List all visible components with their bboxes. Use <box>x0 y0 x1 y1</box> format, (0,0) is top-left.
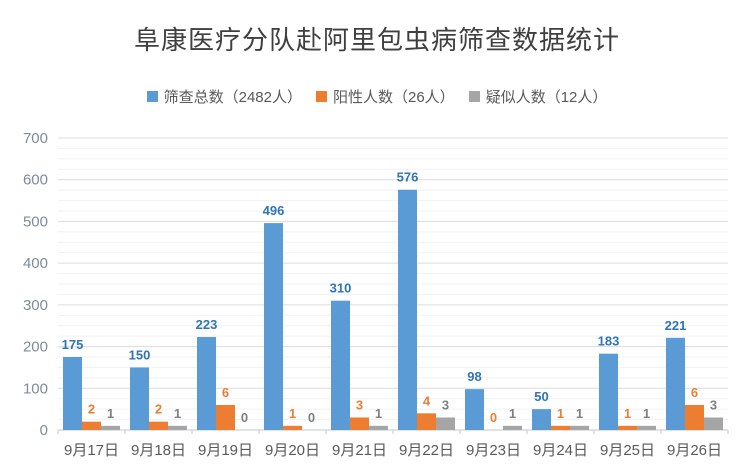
bar-value-label: 6 <box>691 385 698 400</box>
bar-value-label: 496 <box>263 203 285 218</box>
bar <box>130 367 149 430</box>
bar <box>618 425 637 430</box>
x-tick-label: 9月22日 <box>399 442 454 459</box>
legend-label: 疑似人数（12人） <box>485 89 608 106</box>
bar-value-label: 150 <box>129 347 151 362</box>
bar-value-label: 0 <box>241 410 248 425</box>
bar-value-label: 1 <box>174 406 181 421</box>
x-tick-label: 9月21日 <box>332 442 387 459</box>
bar-value-label: 98 <box>467 369 481 384</box>
bar-value-label: 3 <box>710 397 717 412</box>
y-tick-label: 400 <box>23 255 48 272</box>
bar <box>570 425 589 430</box>
bar <box>551 425 570 430</box>
bar-value-label: 4 <box>423 393 431 408</box>
y-tick-label: 700 <box>23 130 48 147</box>
x-tick-label: 9月24日 <box>533 442 588 459</box>
bar <box>436 417 455 430</box>
bar <box>369 425 388 430</box>
bar-value-label: 1 <box>643 406 650 421</box>
legend: 筛查总数（2482人） 阳性人数（26人） 疑似人数（12人） <box>0 86 754 107</box>
bar-value-label: 183 <box>598 334 620 349</box>
bar-value-label: 2 <box>155 402 162 417</box>
bar <box>264 223 283 430</box>
bar-value-label: 3 <box>356 397 363 412</box>
bar <box>331 300 350 430</box>
y-tick-label: 300 <box>23 297 48 314</box>
legend-swatch-icon <box>468 91 480 102</box>
x-tick-label: 9月19日 <box>198 442 253 459</box>
y-tick-label: 100 <box>23 380 48 397</box>
bar-value-label: 6 <box>222 385 229 400</box>
legend-swatch-icon <box>316 91 327 102</box>
legend-item: 筛查总数（2482人） <box>146 86 302 107</box>
x-tick-label: 9月26日 <box>667 442 722 459</box>
bar-value-label: 175 <box>62 337 84 352</box>
bar-value-label: 1 <box>509 406 516 421</box>
bar-value-label: 1 <box>107 406 114 421</box>
bar <box>197 336 216 430</box>
bar <box>685 404 704 430</box>
bar-value-label: 2 <box>88 402 95 417</box>
bar-value-label: 0 <box>490 410 497 425</box>
bar <box>101 425 120 430</box>
bar <box>168 425 187 430</box>
legend-swatch-icon <box>146 91 158 102</box>
bar <box>666 337 685 430</box>
bar <box>417 413 436 430</box>
bar <box>149 421 168 430</box>
bar-value-label: 310 <box>330 281 352 296</box>
bar <box>599 353 618 430</box>
bar-value-label: 1 <box>624 406 631 421</box>
bar-value-label: 221 <box>665 318 687 333</box>
bar <box>704 417 723 430</box>
y-tick-label: 200 <box>23 339 48 356</box>
bar <box>532 409 551 430</box>
bar <box>216 404 235 430</box>
bar <box>503 425 522 430</box>
bar <box>82 421 101 430</box>
bar-value-label: 50 <box>534 389 548 404</box>
y-tick-label: 0 <box>40 422 48 439</box>
x-tick-label: 9月18日 <box>131 442 186 459</box>
bar <box>465 389 484 430</box>
x-tick-label: 9月17日 <box>64 442 119 459</box>
bar-value-label: 1 <box>557 406 564 421</box>
bar <box>63 357 82 430</box>
y-tick-label: 600 <box>23 172 48 189</box>
x-tick-label: 9月20日 <box>265 442 320 459</box>
chart-title: 阜康医疗分队赴阿里包虫病筛查数据统计 <box>133 25 620 55</box>
legend-label: 筛查总数（2482人） <box>163 89 302 106</box>
bar-value-label: 1 <box>289 406 296 421</box>
bar <box>637 425 656 430</box>
legend-label: 阳性人数（26人） <box>333 89 455 106</box>
bar <box>283 425 302 430</box>
y-tick-label: 500 <box>23 213 48 230</box>
x-tick-label: 9月23日 <box>466 442 521 459</box>
x-tick-label: 9月25日 <box>600 442 655 459</box>
bar-value-label: 576 <box>397 170 419 185</box>
bar-value-label: 3 <box>442 397 449 412</box>
legend-item: 疑似人数（12人） <box>468 86 608 107</box>
bar-value-label: 0 <box>308 410 315 425</box>
bar <box>398 189 417 430</box>
bar-value-label: 1 <box>375 406 382 421</box>
bar-value-label: 1 <box>576 406 583 421</box>
bar-value-label: 223 <box>196 317 218 332</box>
bar <box>350 417 369 430</box>
legend-item: 阳性人数（26人） <box>316 86 455 107</box>
